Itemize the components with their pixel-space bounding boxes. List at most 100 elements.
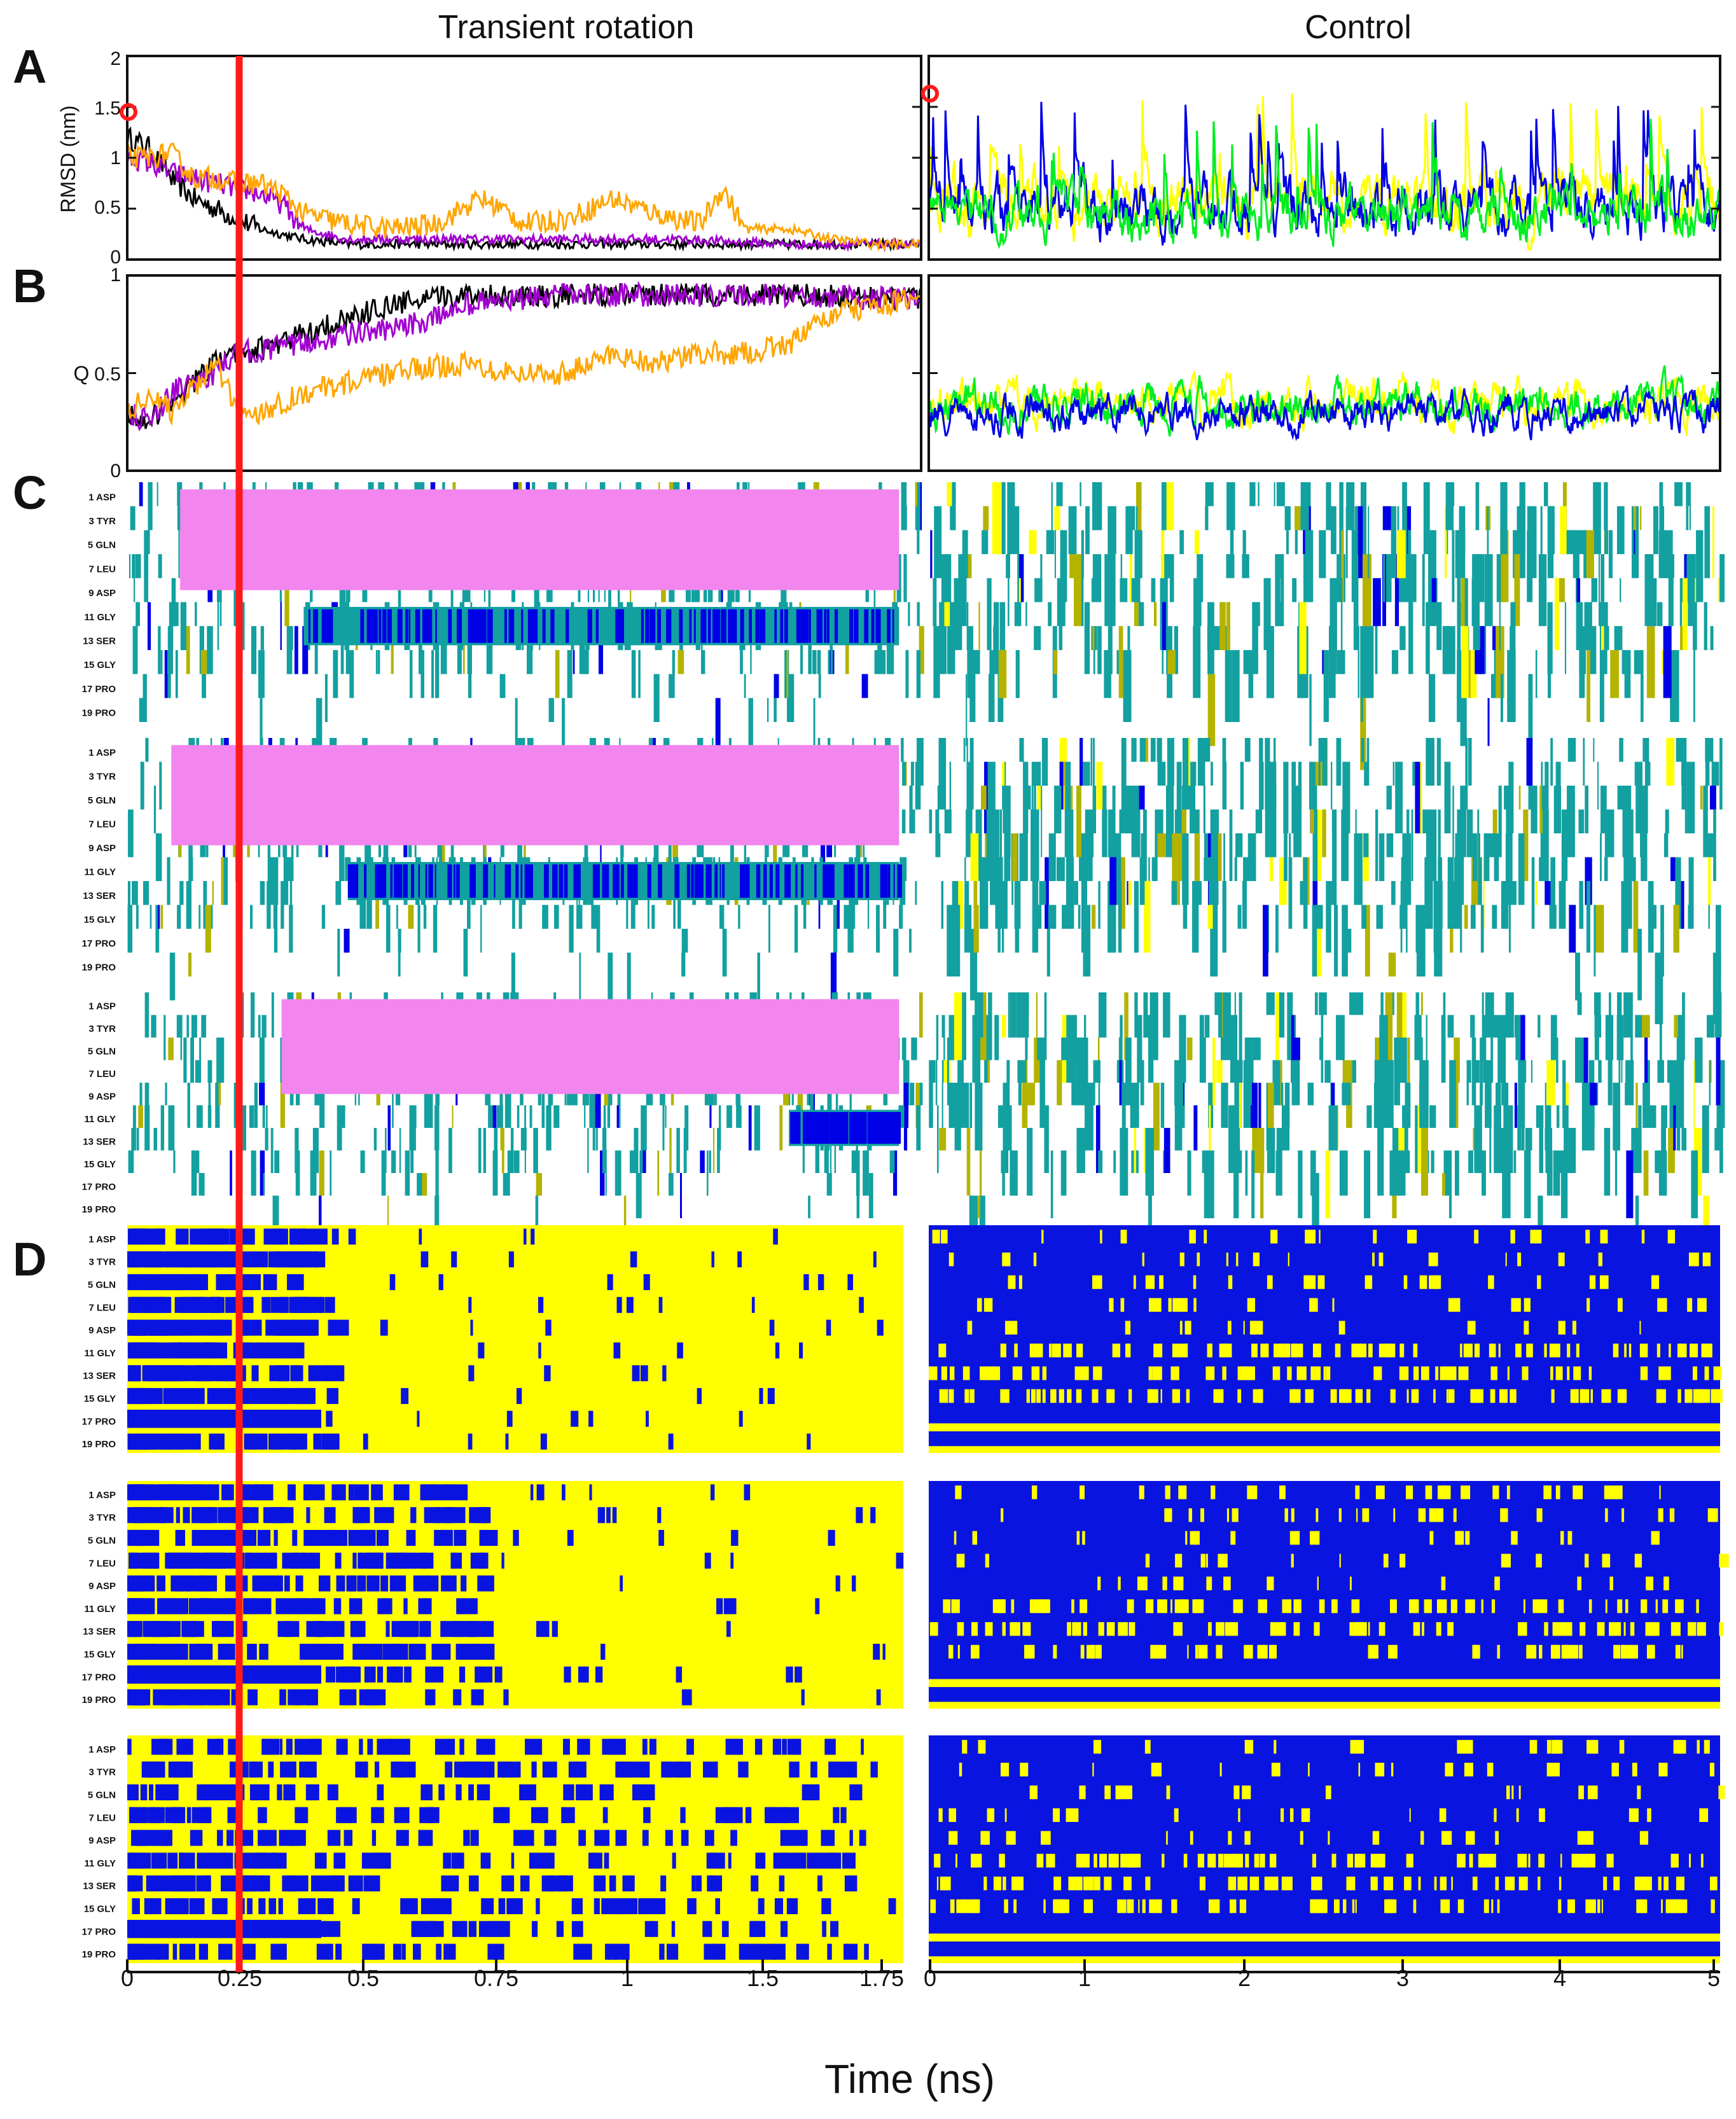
ss-mark-left-1-352: [267, 833, 271, 881]
contact-left-0-2-44: [242, 1274, 247, 1291]
contact-sparse-1-0-4: [744, 1484, 751, 1501]
blue-stripe-0-92: [565, 609, 569, 643]
contact-off-right-1-113: [1257, 1644, 1265, 1659]
contact-left-1-1-6: [410, 1507, 417, 1524]
ss-mark-left-2-391: [160, 1105, 165, 1151]
contact-sparse-1-3-6: [730, 1552, 734, 1569]
ss-mark-right-1-88: [1012, 833, 1018, 881]
ss-mark-left-0-134: [260, 626, 264, 650]
ss-mark-left-1-181: [600, 833, 602, 881]
contact-off-right-0-475: [1184, 1344, 1188, 1358]
contact-left-2-5-29: [373, 1852, 391, 1869]
ss-mark-left-0-159: [527, 626, 533, 674]
contact-off-right-1-512: [1183, 1485, 1187, 1499]
contact-left-1-3-11: [352, 1552, 357, 1569]
ss-mark-right-2-331: [1221, 1083, 1228, 1128]
ss-mark-left-2-247: [424, 1083, 429, 1128]
contact-off-right-1-136: [1453, 1508, 1457, 1522]
ss-mark-right-1-31: [1083, 905, 1091, 976]
contact-left-2-0-33: [181, 1739, 193, 1755]
contact-left-2-3-25: [227, 1807, 237, 1823]
ss-mark-right-1-426: [1586, 881, 1590, 953]
contact-left-2-6-0: [310, 1875, 328, 1892]
contact-off-right-0-340: [1460, 1344, 1462, 1358]
contact-left-1-0-13: [461, 1484, 468, 1501]
contact-off-right-1-478: [971, 1644, 980, 1659]
ss-mark-right-1-157: [1265, 738, 1270, 810]
contact-off-right-0-488: [1585, 1230, 1590, 1244]
contact-off-right-0-248: [1474, 1344, 1480, 1358]
contact-sparse-1-4-7: [358, 1575, 363, 1592]
ss-mark-right-2-328: [1545, 1105, 1552, 1173]
contact-sparse-0-8-4: [417, 1410, 420, 1427]
ss-mark-right-1-130: [1203, 786, 1205, 833]
ss-mark-right-0-320: [1226, 602, 1230, 650]
contact-off-right-1-299: [1670, 1622, 1679, 1636]
contact-sparse-2-4-1: [463, 1830, 470, 1846]
blue-stripe-1-102: [352, 864, 356, 898]
contact-left-2-2-23: [283, 1784, 296, 1801]
blue-stripe-0-75: [849, 609, 854, 643]
blue-stripe-2-105: [820, 1112, 823, 1144]
ss-mark-right-2-207: [1659, 1015, 1662, 1060]
ss-mark-right-0-511: [1399, 626, 1406, 650]
ss-mark-right-2-260: [1706, 1015, 1714, 1038]
blue-stripe-2-74: [845, 1112, 849, 1144]
contact-off-right-0-461: [1228, 1275, 1233, 1289]
contact-left-2-9-11: [179, 1943, 195, 1960]
contact-left-1-5-49: [160, 1598, 177, 1615]
ss-mark-right-2-130: [1482, 992, 1484, 1060]
ss-mark-left-2-254: [889, 1150, 895, 1173]
ss-mark-right-2-141: [1034, 1038, 1041, 1083]
contact-left-1-1-44: [132, 1507, 138, 1524]
ss-mark-right-1-75: [949, 761, 952, 833]
ss-mark-right-0-421: [1068, 506, 1077, 555]
contact-off-right-0-26: [1463, 1344, 1473, 1358]
contact-left-2-0-9: [295, 1739, 310, 1755]
ss-mark-right-2-237: [936, 1105, 939, 1173]
ss-mark-right-1-203: [1688, 857, 1693, 929]
ss-mark-right-2-491: [1267, 1083, 1274, 1128]
ss-mark-right-0-469: [1475, 482, 1480, 531]
contact-sparse-0-9-2: [468, 1433, 473, 1450]
contact-left-2-1-57: [375, 1761, 380, 1778]
ss-mark-right-1-469: [1171, 881, 1177, 905]
contact-left-2-2-36: [327, 1784, 338, 1801]
ss-mark-right-2-62: [1120, 1015, 1123, 1038]
blue-stripe-1-90: [648, 864, 651, 898]
ss-mark-left-2-235: [810, 1083, 814, 1128]
blue-stripe-2-114: [869, 1112, 872, 1144]
contact-left-2-0-20: [782, 1739, 787, 1755]
ss-mark-left-0-197: [431, 650, 434, 698]
ss-mark-left-1-278: [681, 952, 686, 976]
contact-off-right-0-325: [1399, 1344, 1405, 1358]
ss-mark-left-2-242: [259, 1083, 265, 1106]
contact-left-0-3-39: [280, 1296, 289, 1313]
contact-off-right-1-403: [1002, 1622, 1006, 1636]
ss-mark-right-2-317: [1349, 992, 1353, 1015]
series-left-b-3: [126, 289, 922, 426]
ss-mark-right-0-96: [1452, 530, 1455, 602]
contact-sparse-2-5-4: [831, 1852, 836, 1869]
pro-gap-right-1: [929, 1679, 1720, 1687]
contact-sparse-2-1-0: [714, 1761, 718, 1778]
ss-mark-right-1-476: [1312, 881, 1318, 905]
ss-mark-left-0-251: [258, 650, 265, 698]
contact-sparse-1-4-0: [620, 1575, 623, 1592]
contact-off-right-0-429: [1081, 1366, 1089, 1380]
ss-mark-right-1-318: [1288, 857, 1293, 929]
contact-off-right-1-493: [1696, 1599, 1699, 1613]
ss-mark-left-1-359: [221, 857, 224, 905]
ss-mark-left-1-386: [584, 833, 588, 881]
contact-left-2-8-47: [571, 1921, 583, 1937]
contact-off-right-1-384: [1225, 1622, 1232, 1636]
ss-mark-right-1-101: [1156, 809, 1163, 833]
ss-mark-right-1-443: [1141, 833, 1145, 905]
contact-off-right-0-247: [1076, 1389, 1082, 1403]
contact-off-right-0-216: [1448, 1366, 1457, 1380]
ss-mark-right-0-479: [1586, 530, 1594, 578]
contact-off-right-0-4: [1617, 1298, 1623, 1312]
contact-off-right-0-120: [1488, 1275, 1494, 1289]
ss-mark-left-2-117: [260, 1150, 265, 1196]
ss-mark-right-0-499: [1345, 506, 1348, 578]
